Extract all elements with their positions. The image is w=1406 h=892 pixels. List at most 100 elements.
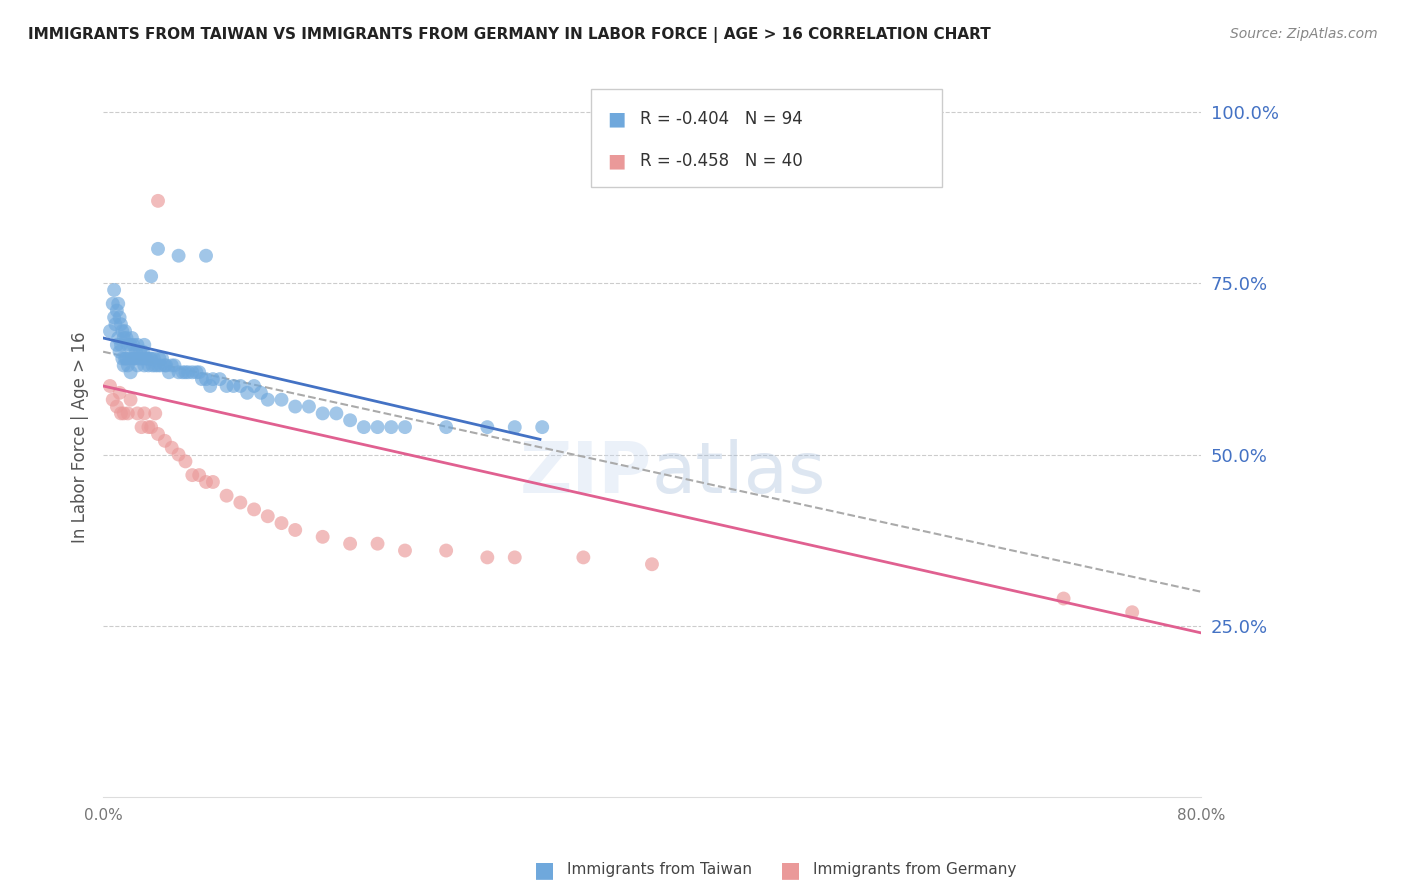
Point: [503, 550, 526, 565]
Text: ■: ■: [607, 151, 626, 170]
Point: [120, 365, 142, 379]
Point: [243, 379, 266, 393]
Point: [339, 537, 361, 551]
Point: [195, 475, 218, 489]
Point: [157, 365, 180, 379]
Point: [146, 359, 169, 373]
Point: [380, 420, 402, 434]
Point: [105, 303, 128, 318]
Text: IMMIGRANTS FROM TAIWAN VS IMMIGRANTS FROM GERMANY IN LABOR FORCE | AGE > 16 CORR: IMMIGRANTS FROM TAIWAN VS IMMIGRANTS FRO…: [28, 27, 991, 43]
Point: [138, 420, 160, 434]
Point: [167, 365, 190, 379]
Point: [146, 427, 169, 442]
Point: [118, 351, 141, 366]
Point: [353, 420, 375, 434]
Point: [121, 351, 143, 366]
Point: [477, 420, 499, 434]
Point: [134, 359, 156, 373]
Text: ■: ■: [780, 860, 801, 880]
Point: [434, 543, 457, 558]
Point: [256, 392, 278, 407]
Point: [105, 400, 128, 414]
Point: [572, 550, 595, 565]
Y-axis label: In Labor Force | Age > 16: In Labor Force | Age > 16: [72, 332, 89, 543]
Point: [270, 392, 292, 407]
Text: ■: ■: [534, 860, 555, 880]
Point: [155, 359, 177, 373]
Point: [132, 344, 155, 359]
Point: [143, 406, 166, 420]
Point: [367, 420, 389, 434]
Point: [298, 400, 321, 414]
Point: [128, 351, 150, 366]
Point: [110, 406, 132, 420]
Point: [256, 509, 278, 524]
Point: [1121, 605, 1143, 619]
Point: [1052, 591, 1074, 606]
Point: [141, 420, 163, 434]
Point: [311, 530, 333, 544]
Point: [146, 242, 169, 256]
Point: [120, 392, 142, 407]
Point: [250, 385, 273, 400]
Point: [503, 420, 526, 434]
Point: [108, 385, 131, 400]
Point: [136, 351, 159, 366]
Point: [149, 359, 172, 373]
Point: [111, 351, 134, 366]
Point: [120, 338, 142, 352]
Point: [135, 351, 157, 366]
Point: [141, 269, 163, 284]
Point: [127, 359, 149, 373]
Point: [125, 344, 148, 359]
Point: [138, 359, 160, 373]
Point: [188, 365, 211, 379]
Point: [181, 468, 204, 483]
Point: [117, 406, 139, 420]
Point: [108, 310, 131, 325]
Point: [394, 420, 416, 434]
Point: [201, 372, 224, 386]
Point: [174, 454, 197, 468]
Point: [146, 194, 169, 208]
Point: [477, 550, 499, 565]
Point: [114, 351, 136, 366]
Point: [215, 379, 238, 393]
Point: [236, 385, 259, 400]
Point: [121, 331, 143, 345]
Point: [311, 406, 333, 420]
Point: [641, 558, 664, 572]
Point: [186, 365, 208, 379]
Point: [284, 400, 307, 414]
Point: [111, 324, 134, 338]
Point: [177, 365, 200, 379]
Point: [105, 338, 128, 352]
Point: [124, 351, 146, 366]
Point: [129, 344, 152, 359]
Point: [229, 495, 252, 509]
Text: Immigrants from Germany: Immigrants from Germany: [813, 863, 1017, 877]
Point: [107, 296, 129, 310]
Point: [104, 318, 127, 332]
Point: [112, 406, 135, 420]
Point: [181, 365, 204, 379]
Point: [163, 359, 186, 373]
Point: [127, 406, 149, 420]
Point: [153, 434, 176, 448]
Point: [201, 475, 224, 489]
Point: [117, 338, 139, 352]
Point: [167, 249, 190, 263]
Point: [103, 310, 125, 325]
Point: [160, 441, 183, 455]
Point: [127, 338, 149, 352]
Point: [112, 359, 135, 373]
Point: [229, 379, 252, 393]
Text: R = -0.404   N = 94: R = -0.404 N = 94: [640, 110, 803, 128]
Text: Source: ZipAtlas.com: Source: ZipAtlas.com: [1230, 27, 1378, 41]
Point: [160, 359, 183, 373]
Point: [172, 365, 194, 379]
Point: [198, 379, 221, 393]
Point: [131, 420, 153, 434]
Point: [98, 324, 121, 338]
Point: [143, 359, 166, 373]
